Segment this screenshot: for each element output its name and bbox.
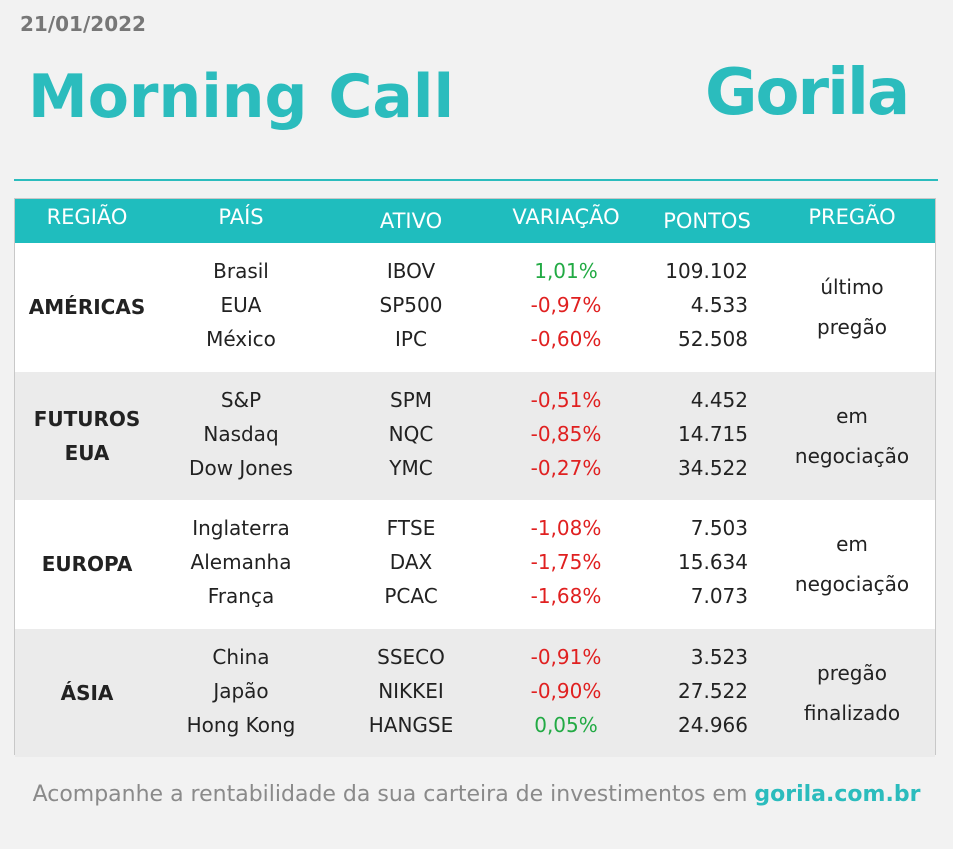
points: 4.452	[690, 387, 748, 412]
country: Japão	[213, 678, 269, 703]
session: em negociação	[795, 524, 909, 604]
date: 21/01/2022	[20, 12, 146, 36]
logo: Gorila	[705, 56, 910, 130]
variation: 0,05%	[534, 712, 598, 737]
session-line: negociação	[794, 443, 910, 468]
column-header: VARIAÇÃO	[512, 205, 620, 229]
asset: IBOV	[386, 259, 436, 283]
region-line: AMÉRICAS	[28, 295, 146, 320]
session-line: pregão	[817, 660, 887, 685]
asset: PCAC	[384, 584, 438, 608]
session: pregão finalizado	[804, 653, 900, 733]
country: Alemanha	[190, 550, 292, 574]
points: 7.073	[690, 584, 748, 608]
session-line: último	[820, 275, 884, 300]
points: 24.966	[678, 712, 748, 737]
points: 34.522	[678, 455, 748, 480]
variation: 1,01%	[534, 259, 598, 283]
divider	[14, 179, 938, 181]
country: Brasil	[213, 259, 269, 283]
points: 15.634	[678, 550, 748, 574]
country: França	[207, 584, 275, 608]
variation: -0,60%	[530, 327, 602, 351]
points: 109.102	[665, 259, 748, 283]
asset: FTSE	[386, 516, 436, 540]
region-line: ÁSIA	[60, 680, 114, 705]
footer-text: Acompanhe a rentabilidade da sua carteir…	[32, 782, 748, 807]
session-line: pregão	[817, 315, 887, 340]
asset: YMC	[389, 455, 433, 480]
session-line: finalizado	[803, 700, 901, 725]
country: Nasdaq	[203, 421, 279, 446]
asset: SP500	[379, 293, 443, 317]
asset: IPC	[395, 327, 427, 351]
points: 4.533	[690, 293, 748, 317]
points: 27.522	[678, 678, 748, 703]
group-band	[15, 243, 935, 372]
session-line: em	[836, 403, 868, 428]
column-header: PAÍS	[218, 205, 264, 229]
region: FUTUROS EUA	[34, 402, 141, 470]
country: México	[206, 327, 276, 351]
variation: -0,97%	[530, 293, 602, 317]
variation: -1,08%	[530, 516, 602, 540]
points: 52.508	[678, 327, 748, 351]
region: AMÉRICAS	[29, 290, 145, 324]
region: ÁSIA	[61, 676, 114, 710]
group-band	[15, 371, 935, 500]
points: 14.715	[678, 421, 748, 446]
session-line: em	[836, 532, 868, 557]
column-header: ATIVO	[379, 209, 443, 233]
variation: -0,51%	[530, 387, 602, 412]
country: Hong Kong	[186, 712, 296, 737]
table: REGIÃO PAÍS ATIVO VARIAÇÃO PONTOS PREGÃO AMÉRI…	[14, 198, 936, 757]
variation: -1,68%	[530, 584, 602, 608]
country: EUA	[220, 293, 262, 317]
asset: NQC	[388, 421, 434, 446]
variation: -1,75%	[530, 550, 602, 574]
column-header: PREGÃO	[808, 205, 896, 229]
variation: -0,91%	[530, 644, 602, 669]
session: em negociação	[795, 396, 909, 476]
country: Inglaterra	[192, 516, 290, 540]
variation: -0,27%	[530, 455, 602, 480]
country: China	[212, 644, 270, 669]
region-line: EUROPA	[41, 552, 133, 577]
variation: -0,90%	[530, 678, 602, 703]
asset: HANGSE	[368, 712, 454, 737]
asset: SPM	[389, 387, 433, 412]
points: 7.503	[690, 516, 748, 540]
country: Dow Jones	[189, 455, 293, 480]
title: Morning Call	[28, 62, 455, 132]
asset: DAX	[389, 550, 433, 574]
region-line: FUTUROS	[33, 406, 141, 431]
session-line: negociação	[794, 572, 910, 597]
session: último pregão	[817, 267, 887, 347]
region: EUROPA	[42, 547, 133, 581]
group-band	[15, 628, 935, 757]
region-line: EUA	[64, 440, 110, 465]
asset: SSECO	[377, 644, 445, 669]
table-header	[15, 199, 935, 243]
group-band	[15, 500, 935, 629]
column-header: REGIÃO	[46, 205, 128, 229]
footer-link[interactable]: gorila.com.br	[754, 782, 921, 807]
column-header: PONTOS	[663, 209, 751, 233]
country: S&P	[220, 387, 262, 412]
points: 3.523	[690, 644, 748, 669]
footer: Acompanhe a rentabilidade da sua carteir…	[0, 782, 953, 807]
variation: -0,85%	[530, 421, 602, 446]
asset: NIKKEI	[378, 678, 444, 703]
